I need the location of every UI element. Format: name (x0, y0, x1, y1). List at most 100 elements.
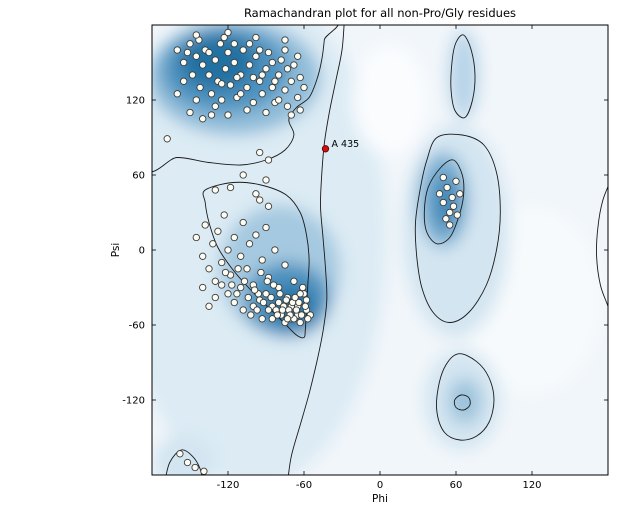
scatter-point (183, 458, 192, 467)
scatter-point (188, 71, 197, 79)
scatter-point (257, 268, 265, 277)
y-tick-label: -120 (122, 396, 145, 407)
scatter-point (205, 71, 213, 79)
scatter-point (258, 256, 266, 264)
scatter-point (224, 246, 232, 254)
scatter-point (226, 183, 235, 192)
scatter-point (199, 252, 207, 260)
scatter-point (281, 261, 289, 269)
scatter-point (196, 83, 204, 92)
scatter-point (191, 463, 199, 472)
y-tick-label: 0 (139, 246, 145, 257)
scatter-point (205, 302, 213, 310)
scatter-point (207, 90, 216, 98)
scatter-point (276, 290, 284, 298)
scatter-point (245, 240, 254, 248)
scatter-point (275, 96, 283, 104)
scatter-point (296, 290, 304, 298)
scatter-point (287, 77, 295, 85)
scatter-point (453, 211, 461, 219)
scatter-point (250, 286, 259, 294)
highlighted-residue-marker (321, 145, 330, 153)
y-tick-label: 120 (126, 96, 145, 107)
density-blob (153, 435, 215, 475)
scatter-point (239, 306, 247, 314)
scatter-point (218, 258, 226, 267)
scatter-point (224, 48, 232, 57)
scatter-point (262, 108, 270, 117)
scatter-point (173, 90, 181, 98)
scatter-point (240, 277, 249, 285)
scatter-point (218, 281, 226, 289)
scatter-point (218, 96, 226, 104)
scatter-point (295, 298, 303, 307)
scatter-point (439, 173, 447, 182)
scatter-point (258, 90, 266, 98)
scatter-point (262, 65, 270, 73)
scatter-point (268, 83, 276, 92)
scatter-point (256, 46, 264, 54)
y-tick-label: -60 (129, 321, 145, 332)
scatter-point (239, 218, 247, 227)
density-blob (352, 43, 429, 157)
scatter-point (439, 198, 447, 207)
scatter-point (186, 108, 194, 117)
density-blob (448, 30, 479, 120)
scatter-point (183, 48, 192, 57)
contour-beta-region (152, 25, 339, 173)
density-blob (448, 378, 482, 424)
scatter-point (281, 86, 289, 94)
scatter-point (221, 65, 230, 73)
x-axis-label: Phi (372, 493, 388, 505)
scatter-point (220, 211, 228, 219)
scatter-point (448, 193, 456, 202)
contour-right-edge (596, 185, 608, 308)
scatter-point (283, 315, 292, 323)
scatter-point (282, 296, 290, 304)
scatter-point (442, 215, 450, 223)
scatter-point (224, 28, 232, 37)
scatter-point (304, 315, 312, 323)
scatter-point (173, 46, 181, 54)
scatter-point (237, 90, 245, 98)
contour-alpha-region (202, 181, 310, 339)
scatter-point (449, 202, 458, 210)
scatter-point (268, 315, 276, 323)
scatter-point (247, 311, 255, 319)
contour-lines (152, 25, 608, 475)
scatter-point (294, 52, 302, 60)
scatter-point (278, 306, 287, 314)
scatter-point (201, 221, 209, 229)
scatter-point (262, 223, 270, 232)
contour-bottom-right-lobe (436, 353, 495, 441)
scatter-point (192, 233, 200, 242)
scatter-point (186, 40, 194, 48)
scatter-point (275, 71, 283, 79)
plot-frame (151, 24, 609, 476)
scatter-point (273, 311, 282, 319)
scatter-point (192, 31, 200, 39)
scatter-point (259, 298, 268, 307)
scatter-point (216, 40, 225, 48)
scatter-point (224, 290, 232, 298)
scatter-point (296, 318, 304, 327)
scatter-point (271, 246, 279, 254)
x-tick-label: -60 (296, 480, 312, 491)
scatter-point (214, 227, 222, 235)
scatter-point (233, 73, 241, 82)
scatter-point (180, 77, 188, 85)
scatter-point (264, 156, 273, 164)
y-axis-label: Psi (110, 243, 122, 258)
scatter-point (211, 293, 219, 302)
scatter-point (252, 33, 260, 42)
scatter-point (292, 306, 301, 314)
x-tick-label: 0 (377, 480, 383, 491)
scatter-point (207, 111, 216, 119)
scatter-point (275, 298, 283, 307)
y-tick-label: 60 (132, 171, 145, 182)
scatter-point (211, 277, 219, 285)
scatter-point (243, 265, 251, 273)
scatter-point (199, 115, 207, 123)
